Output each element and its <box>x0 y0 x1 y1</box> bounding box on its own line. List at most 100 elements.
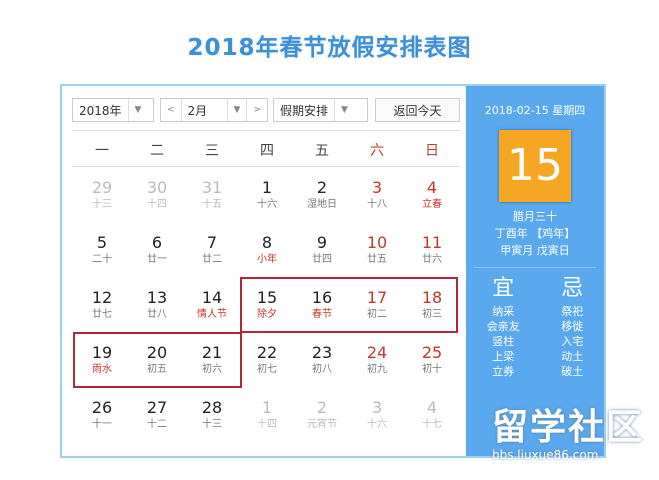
watermark-logo: 留学社区 <box>492 407 645 448</box>
day-number: 7 <box>206 233 218 252</box>
divider <box>72 130 460 131</box>
lunar-label: 初六 <box>202 364 222 375</box>
day-cell[interactable]: 18 初三 <box>407 288 457 322</box>
day-cell[interactable]: 16 春节 <box>297 288 347 322</box>
day-cell[interactable]: 2 元宵节 <box>297 398 347 432</box>
day-cell[interactable]: 4 十七 <box>407 398 457 432</box>
day-number: 14 <box>201 288 223 307</box>
day-cell[interactable]: 17 初二 <box>352 288 402 322</box>
day-cell[interactable]: 1 十六 <box>242 178 292 212</box>
day-cell[interactable]: 12 廿七 <box>77 288 127 322</box>
lunar-label: 初九 <box>367 364 387 375</box>
ganzhi: 甲寅月 戊寅日 <box>500 244 570 257</box>
yi-item: 竖柱 <box>492 335 515 348</box>
chevron-down-icon: ▼ <box>226 99 247 121</box>
day-number: 18 <box>421 288 443 307</box>
day-cell[interactable]: 6 廿一 <box>132 233 182 267</box>
mode-select[interactable]: 假期安排 ▼ <box>273 98 368 122</box>
page-title: 2018年春节放假安排表图 <box>187 35 472 61</box>
day-cell[interactable]: 24 初九 <box>352 343 402 377</box>
today-button[interactable]: 返回今天 <box>375 98 460 122</box>
ji-item: 入宅 <box>561 335 584 348</box>
day-cell[interactable]: 3 十六 <box>352 398 402 432</box>
holiday-highlight <box>240 277 458 333</box>
day-cell[interactable]: 2 湿地日 <box>297 178 347 212</box>
lunar-label: 初二 <box>367 309 387 320</box>
lunar-label: 廿四 <box>312 254 332 265</box>
day-number: 27 <box>146 398 168 417</box>
calendar-widget: 2018年 ▼ < 2月 ▼ > 假期安排 ▼ 返回今天 一二三四五六日 29 十三 30… <box>60 84 606 458</box>
day-cell[interactable]: 21 初六 <box>187 343 237 377</box>
day-cell[interactable]: 5 二十 <box>77 233 127 267</box>
day-number: 26 <box>91 398 113 417</box>
weekday-header: 五 <box>315 143 329 159</box>
day-cell[interactable]: 15 除夕 <box>242 288 292 322</box>
day-cell[interactable]: 10 廿五 <box>352 233 402 267</box>
day-number: 23 <box>311 343 333 362</box>
day-cell[interactable]: 27 十二 <box>132 398 182 432</box>
yi-label: 宜 <box>492 276 515 301</box>
lunar-label: 元宵节 <box>307 419 337 430</box>
day-cell[interactable]: 4 立春 <box>407 178 457 212</box>
lunar-date: 腊月三十 <box>513 210 557 223</box>
lunar-label: 湿地日 <box>307 199 337 210</box>
day-cell[interactable]: 11 廿六 <box>407 233 457 267</box>
day-cell[interactable]: 8 小年 <box>242 233 292 267</box>
day-cell[interactable]: 30 十四 <box>132 178 182 212</box>
day-number: 2 <box>316 178 328 197</box>
weekday-header: 三 <box>205 143 219 159</box>
day-cell[interactable]: 14 情人节 <box>187 288 237 322</box>
lunar-label: 初八 <box>312 364 332 375</box>
month-select[interactable]: < 2月 ▼ > <box>160 98 268 122</box>
day-cell[interactable]: 31 十五 <box>187 178 237 212</box>
day-cell[interactable]: 23 初八 <box>297 343 347 377</box>
day-number: 28 <box>201 398 223 417</box>
day-number: 2 <box>316 398 328 417</box>
day-cell[interactable]: 1 十四 <box>242 398 292 432</box>
day-number: 12 <box>91 288 113 307</box>
lunar-label: 春节 <box>312 309 332 320</box>
day-number: 3 <box>371 398 383 417</box>
year-select[interactable]: 2018年 ▼ <box>72 98 154 122</box>
lunar-label: 十七 <box>422 419 442 430</box>
lunar-label: 廿二 <box>202 254 222 265</box>
day-number: 24 <box>366 343 388 362</box>
day-number: 8 <box>261 233 273 252</box>
next-month-button[interactable]: > <box>246 99 267 121</box>
day-cell[interactable]: 7 廿二 <box>187 233 237 267</box>
yi-item: 纳采 <box>492 305 515 318</box>
day-cell[interactable]: 26 十一 <box>77 398 127 432</box>
day-number: 5 <box>96 233 108 252</box>
day-detail-panel: 2018-02-15 星期四 15 腊月三十 丁酉年 【鸡年】 甲寅月 戊寅日 … <box>466 86 604 456</box>
chevron-down-icon: ▼ <box>127 99 148 121</box>
weekday-header: 六 <box>370 143 384 159</box>
day-cell[interactable]: 28 十三 <box>187 398 237 432</box>
day-cell[interactable]: 29 十三 <box>77 178 127 212</box>
day-cell[interactable]: 13 廿八 <box>132 288 182 322</box>
day-number: 20 <box>146 343 168 362</box>
lunar-label: 十三 <box>92 199 112 210</box>
day-cell[interactable]: 3 十八 <box>352 178 402 212</box>
lunar-label: 十五 <box>202 199 222 210</box>
day-cell[interactable]: 9 廿四 <box>297 233 347 267</box>
lunar-label: 情人节 <box>197 309 227 320</box>
selected-date: 2018-02-15 星期四 <box>484 104 586 117</box>
day-cell[interactable]: 19 雨水 <box>77 343 127 377</box>
day-number: 10 <box>366 233 388 252</box>
lunar-label: 小年 <box>257 254 277 265</box>
lunar-label: 十四 <box>257 419 277 430</box>
day-number: 4 <box>426 178 438 197</box>
day-cell[interactable]: 22 初七 <box>242 343 292 377</box>
day-number: 6 <box>151 233 163 252</box>
prev-month-button[interactable]: < <box>167 105 175 115</box>
divider <box>72 166 460 167</box>
day-cell[interactable]: 25 初十 <box>407 343 457 377</box>
day-number: 31 <box>201 178 223 197</box>
day-number: 25 <box>421 343 443 362</box>
yi-item: 上梁 <box>492 350 515 363</box>
month-value: 2月 <box>180 99 227 121</box>
ji-item: 动土 <box>561 350 584 363</box>
lunar-label: 十六 <box>257 199 277 210</box>
day-cell[interactable]: 20 初五 <box>132 343 182 377</box>
day-number: 3 <box>371 178 383 197</box>
